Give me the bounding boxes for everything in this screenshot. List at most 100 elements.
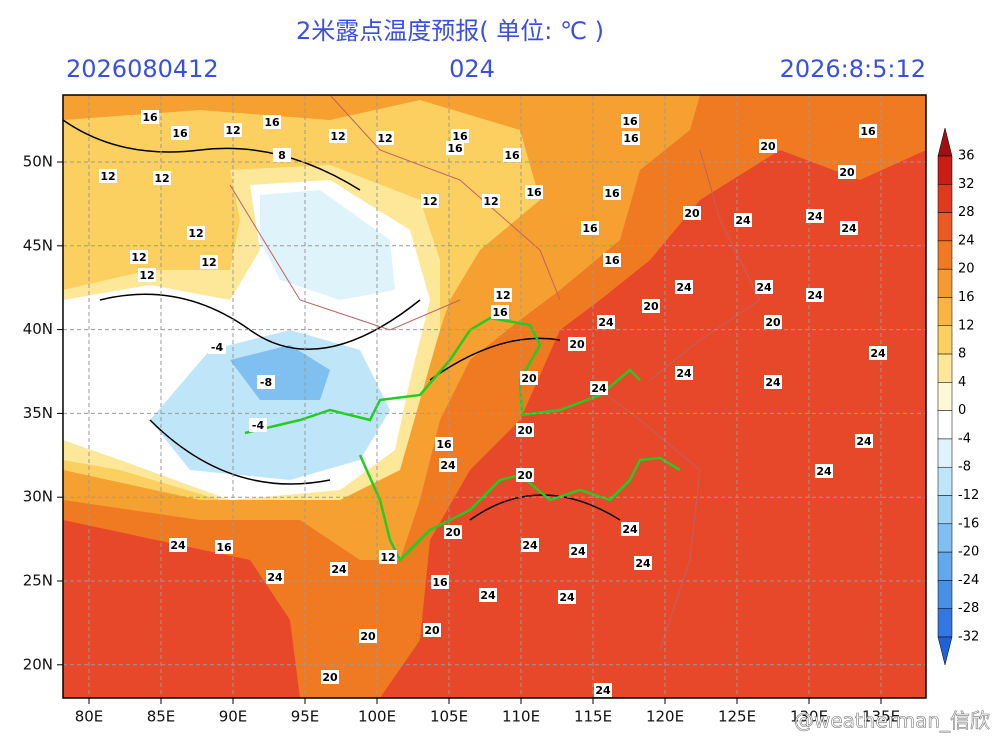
y-tick-label: 35N [23, 404, 53, 422]
x-tick-label: 135E [862, 708, 900, 726]
colorbar-label: -32 [958, 630, 979, 645]
contour-label: 16 [142, 111, 158, 124]
contour-label-box [266, 570, 284, 584]
map-field [63, 95, 926, 698]
contour-label-box [330, 562, 348, 576]
x-tick-label: 85E [147, 708, 176, 726]
contour-label: 16 [452, 130, 468, 143]
colorbar-arrow [937, 636, 953, 666]
colorbar-label: -12 [958, 488, 979, 503]
contour-label-box [759, 139, 777, 153]
field-minus4 [150, 330, 390, 480]
contour-label-box [257, 375, 275, 389]
contour-label: 20 [643, 300, 659, 313]
contour-label-box [200, 255, 218, 269]
contour-label-box [138, 268, 156, 282]
contour-label-box [590, 381, 608, 395]
contour-label: 12 [422, 195, 437, 208]
contour-label-box [171, 126, 189, 140]
contour-label: 24 [676, 367, 692, 380]
x-tick-label: 120E [646, 708, 684, 726]
contour-label-box [516, 423, 534, 437]
graticule: 80E 85E 90E 95E 100E 105E 110E 115E 120E 125E 130E… [23, 95, 926, 726]
contour-label: 16 [447, 142, 463, 155]
contour-label-box [359, 629, 377, 643]
colorbar-swatch [937, 608, 953, 638]
contour-label: 24 [559, 591, 575, 604]
x-tick-label: 80E [75, 708, 104, 726]
contour-label: 24 [841, 222, 857, 235]
colorbar-label: -16 [958, 516, 979, 531]
contour-label: 16 [172, 127, 188, 140]
contour-label: 20 [765, 316, 781, 329]
contour-label-box [764, 375, 782, 389]
contour-label-box [479, 588, 497, 602]
x-tick-label: 95E [291, 708, 320, 726]
colorbar-swatch [937, 382, 953, 411]
contour-label-box [99, 169, 117, 183]
contour-label-box [263, 115, 281, 129]
contour-label-box [569, 544, 587, 558]
contour-label: 20 [521, 372, 537, 385]
contour-label-box [755, 280, 773, 294]
contour-label-box [379, 550, 397, 564]
colorbar-swatch [937, 184, 953, 213]
contour-label-box [869, 346, 887, 360]
contour-label: 24 [267, 571, 283, 584]
contour-label-box [838, 165, 856, 179]
contour-label-box [435, 437, 453, 451]
contour-label-box [840, 221, 858, 235]
contour-label-box [806, 209, 824, 223]
lead-time: 024 [449, 55, 495, 83]
contour-label: 12 [154, 172, 169, 185]
contour-label: 24 [170, 539, 186, 552]
contour-label: 24 [856, 435, 872, 448]
contour-label: 12 [225, 124, 240, 137]
contour-label: 20 [517, 469, 533, 482]
contour-label-box [594, 683, 612, 697]
contour-label: 16 [432, 576, 448, 589]
contour-label: 20 [839, 166, 855, 179]
y-tick-label: 25N [23, 572, 53, 590]
contour-label-box [581, 221, 599, 235]
title: 2米露点温度预报( 单位: ℃ ) [296, 17, 604, 45]
contour-label: 24 [522, 539, 538, 552]
contour-label: 12 [380, 551, 395, 564]
contour-label: 24 [595, 684, 611, 697]
contour-label: 20 [684, 207, 700, 220]
contour-label-box [423, 623, 441, 637]
contour-label: 12 [330, 130, 345, 143]
contour-label: 24 [807, 289, 823, 302]
colorbar-swatch [937, 297, 953, 327]
contour-label: 24 [807, 210, 823, 223]
contour-label-box [482, 194, 500, 208]
contour-label-box [815, 464, 833, 478]
y-tick-label: 40N [23, 320, 53, 338]
colorbar-label: -4 [958, 431, 971, 446]
contour-label: 20 [760, 140, 776, 153]
contour-label-box [683, 206, 701, 220]
colorbar-swatch [937, 523, 953, 553]
contour-label: 16 [504, 149, 520, 162]
contour-label: -4 [211, 341, 224, 354]
contour-label-box [153, 171, 171, 185]
contour-label: 20 [360, 630, 376, 643]
contour-label: 16 [582, 222, 598, 235]
contour-label: 24 [570, 545, 586, 558]
contour-label-box [603, 186, 621, 200]
valid-time: 2026:8:5:12 [780, 55, 926, 83]
colorbar: 36 32 28 24 20 16 12 8 4 0 -4 -8 -12 -16 -20 -24 -28 -32 [937, 127, 979, 666]
contour-label: 12 [100, 170, 115, 183]
contour-label-box [431, 575, 449, 589]
contour-label-box [491, 305, 509, 319]
colorbar-swatch [937, 551, 953, 581]
contour-label: 24 [756, 281, 772, 294]
contour-label-box [169, 538, 187, 552]
contour-label-box [621, 114, 639, 128]
contour-label-box [525, 185, 543, 199]
field-minus8 [230, 345, 330, 400]
contour-label: 20 [569, 338, 585, 351]
contour-label: 12 [483, 195, 498, 208]
contour-label-box [675, 280, 693, 294]
